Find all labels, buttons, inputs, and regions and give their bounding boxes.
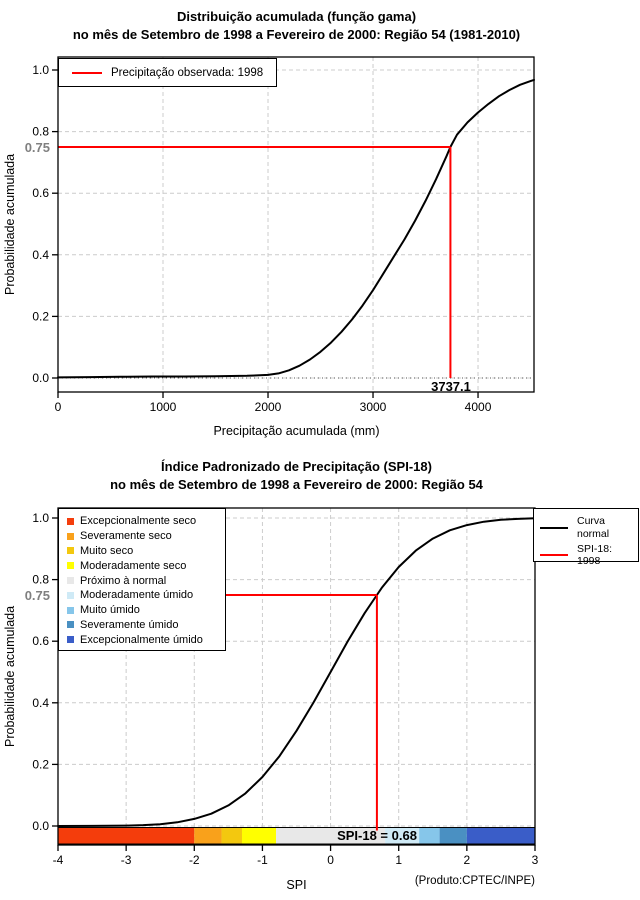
y-tick-label: 0.0 <box>32 819 49 833</box>
chart2-marker-x-label: SPI-18 = 0.68 <box>337 828 417 843</box>
red-line-sample-icon <box>72 71 102 74</box>
category-color-swatch-icon <box>67 532 74 540</box>
cdf-curve <box>57 517 536 827</box>
spi-category-bar-segment <box>419 827 440 844</box>
legend-curve-line1: Curva <box>577 515 606 527</box>
spi-category-bar-segment <box>466 827 535 844</box>
x-tick-label: -3 <box>121 853 132 867</box>
spi-category-bar-segment <box>221 827 242 844</box>
category-legend-item: Muito seco <box>67 544 225 559</box>
chart2-yaxis-label: Probabilidade acumulada <box>3 605 17 747</box>
y-tick-label: 0.2 <box>32 757 49 771</box>
chart2-title: Índice Padronizado de Precipitação (SPI-… <box>0 458 593 494</box>
category-legend-item: Muito úmido <box>67 603 225 618</box>
y-tick-label: 0.8 <box>32 125 49 139</box>
legend-spi-label: SPI-18: 1998 <box>577 543 613 567</box>
chart1-yaxis-label: Probabilidade acumulada <box>3 153 17 295</box>
chart2-title-line2: no mês de Setembro de 1998 a Fevereiro d… <box>110 477 483 492</box>
category-legend-item: Severamente úmido <box>67 618 225 633</box>
chart2-title-line1: Índice Padronizado de Precipitação (SPI-… <box>161 459 432 474</box>
chart1-marker-y-label: 0.75 <box>24 140 50 155</box>
spi-category-bar-segment <box>385 827 420 844</box>
category-legend-label: Severamente úmido <box>80 618 179 631</box>
chart1-legend: Precipitação observada: 1998 <box>58 58 277 87</box>
category-legend-label: Próximo à normal <box>80 574 167 587</box>
category-legend-item: Severamente seco <box>67 529 225 544</box>
y-tick-label: 0.6 <box>32 634 49 648</box>
spi-category-bar-segment <box>194 827 222 844</box>
black-line-sample-icon <box>540 527 568 529</box>
category-color-swatch-icon <box>67 547 74 555</box>
legend-curve-line2: normal <box>577 528 610 540</box>
category-legend-label: Muito seco <box>80 544 134 557</box>
x-tick-label: 3000 <box>360 400 387 414</box>
chart1-marker-x-label: 3737.1 <box>431 379 471 394</box>
category-color-swatch-icon <box>67 562 74 570</box>
x-tick-label: 4000 <box>465 400 492 414</box>
category-legend-label: Severamente seco <box>80 530 172 543</box>
category-color-swatch-icon <box>67 577 74 585</box>
spi-category-bar-segment <box>241 827 277 844</box>
x-tick-label: 1000 <box>150 400 177 414</box>
category-legend-item: Moderadamente seco <box>67 558 225 573</box>
category-color-swatch-icon <box>67 606 74 614</box>
y-tick-label: 0.0 <box>32 371 49 385</box>
x-tick-label: -4 <box>53 853 64 867</box>
y-tick-label: 0.4 <box>32 696 49 710</box>
category-legend-item: Excepcionalmente seco <box>67 514 225 529</box>
y-tick-label: 1.0 <box>32 63 49 77</box>
category-legend-item: Próximo à normal <box>67 573 225 588</box>
legend-row-curve: Curva normal <box>540 513 638 543</box>
x-tick-label: 2000 <box>255 400 282 414</box>
chart2-curve-legend: Curva normal SPI-18: 1998 <box>533 508 639 567</box>
category-color-swatch-icon <box>67 636 74 644</box>
category-legend-item: Excepcionalmente úmido <box>67 632 225 647</box>
y-tick-label: 0.2 <box>32 309 49 323</box>
y-tick-label: 0.4 <box>32 248 49 262</box>
category-legend-label: Muito úmido <box>80 604 140 617</box>
plot-box <box>57 56 535 393</box>
chart1-xaxis-label: Precipitação acumulada (mm) <box>213 424 380 438</box>
x-tick-label: 0 <box>55 400 62 414</box>
spi-category-bar-segment <box>439 827 467 844</box>
chart2-xaxis-label: SPI <box>286 878 307 892</box>
chart1-legend-label: Precipitação observada: 1998 <box>111 66 264 79</box>
x-tick-label: 1 <box>395 853 402 867</box>
x-tick-label: 3 <box>532 853 539 867</box>
category-legend-label: Excepcionalmente úmido <box>80 633 203 646</box>
category-legend-item: Moderadamente úmido <box>67 588 225 603</box>
chart2-category-legend: Excepcionalmente seco Severamente seco Mui… <box>58 508 226 651</box>
spi-category-bar-segment <box>276 827 386 844</box>
category-legend-label: Moderadamente seco <box>80 559 187 572</box>
chart1-title: Distribuição acumulada (função gama) no … <box>0 8 593 44</box>
x-tick-label: -2 <box>189 853 200 867</box>
chart1-title-line2: no mês de Setembro de 1998 a Fevereiro d… <box>72 27 521 42</box>
x-tick-label: 2 <box>464 853 471 867</box>
plot-box <box>57 507 536 846</box>
x-tick-label: -1 <box>257 853 268 867</box>
category-legend-label: Excepcionalmente seco <box>80 515 197 528</box>
chart2-marker-y-label: 0.75 <box>24 588 50 603</box>
y-tick-label: 0.6 <box>32 186 49 200</box>
red-line-sample-icon <box>540 554 568 556</box>
category-color-swatch-icon <box>67 517 74 525</box>
producer-credit: (Produto:CPTEC/INPE) <box>414 875 535 887</box>
y-tick-label: 0.8 <box>32 573 49 587</box>
legend-row-spi: SPI-18: 1998 <box>540 543 638 567</box>
x-tick-label: 0 <box>327 853 334 867</box>
chart1-title-line1: Distribuição acumulada (função gama) <box>176 9 417 24</box>
category-legend-label: Moderadamente úmido <box>80 589 194 602</box>
cdf-curve <box>57 78 535 379</box>
category-color-swatch-icon <box>67 621 74 629</box>
y-tick-label: 1.0 <box>32 511 49 525</box>
spi-category-bar-segment <box>58 827 195 844</box>
category-color-swatch-icon <box>67 591 74 599</box>
